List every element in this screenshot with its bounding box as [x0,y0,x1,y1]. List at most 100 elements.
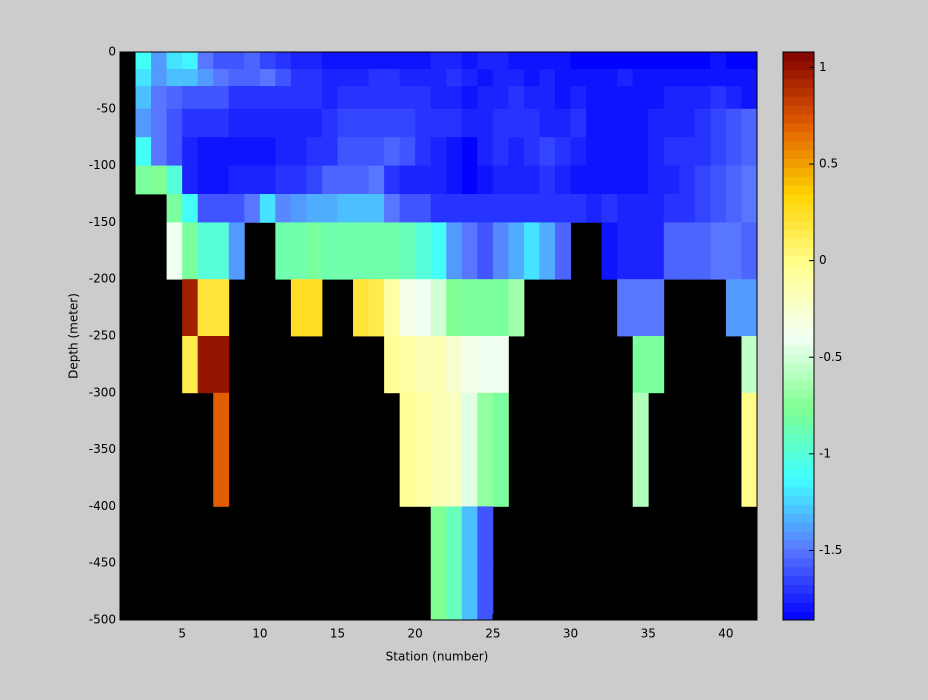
heatmap-cell [679,222,696,280]
heatmap-cell [461,69,478,87]
heatmap-cell [135,165,152,195]
heatmap-cell [446,69,463,87]
heatmap-cell [213,336,230,394]
heatmap-cell [741,69,758,87]
colorbar-swatch [783,69,814,80]
x-tick-label: 15 [330,627,345,641]
y-tick-label: -450 [89,556,116,570]
y-tick-label: -200 [89,272,116,286]
heatmap-cell [446,506,463,564]
heatmap-cell [275,86,292,110]
heatmap-cell [725,165,742,195]
colorbar-swatch [783,105,814,115]
heatmap-cell [244,108,261,138]
colorbar-tick-label: 0.5 [819,157,838,171]
heatmap-cell [679,69,696,87]
colorbar-swatch [783,300,814,310]
colorbar-swatch [783,60,814,71]
heatmap-cell [632,279,649,337]
heatmap-cell [477,563,494,621]
heatmap-cell [539,52,556,70]
heatmap-cell [663,108,680,138]
heatmap-cell [508,165,525,195]
x-tick-label: 35 [641,627,656,641]
heatmap-cell [648,194,665,223]
heatmap-cell [725,69,742,87]
heatmap-cell [539,69,556,87]
heatmap-cell [446,222,463,280]
colorbar-swatch [783,380,814,390]
heatmap-cell [430,336,447,394]
heatmap-cell [446,165,463,195]
heatmap-cell [166,69,183,87]
heatmap-cell [228,69,245,87]
heatmap-cell [321,194,338,223]
heatmap-cell [182,137,199,166]
heatmap-cell [275,137,292,166]
heatmap-cell [228,222,245,280]
heatmap-cell [244,194,261,223]
heatmap-cell [694,194,711,223]
heatmap-cell [368,165,385,195]
heatmap-cell [182,194,199,223]
heatmap-cell [321,52,338,70]
heatmap-cell [601,194,618,223]
heatmap-cell [725,108,742,138]
heatmap-cell [741,336,758,394]
heatmap-cell [182,86,199,110]
heatmap-cell [430,165,447,195]
heatmap-cell [461,165,478,195]
heatmap-cell [523,222,540,280]
heatmap-cell [430,449,447,507]
heatmap-cell [290,165,307,195]
colorbar-frame [782,51,815,621]
heatmap-cell [508,86,525,110]
heatmap-cell [244,86,261,110]
heatmap-cell [306,86,323,110]
heatmap-cell [539,86,556,110]
heatmap-cell [710,69,727,87]
colorbar-swatch [783,495,814,506]
heatmap-cell [182,69,199,87]
heatmap-cell [694,86,711,110]
heatmap-cell [430,222,447,280]
heatmap-cell [601,222,618,280]
heatmap-cell [492,194,509,223]
heatmap-cell [290,279,307,337]
heatmap-cell [523,194,540,223]
heatmap-cell [213,449,230,507]
heatmap-cell [384,279,401,337]
heatmap-cell [337,222,354,280]
heatmap-cell [197,52,214,70]
heatmap-cell [399,392,416,450]
heatmap-cell [586,108,603,138]
heatmap-cell [461,86,478,110]
colorbar-swatch [783,336,814,346]
heatmap-cell [710,194,727,223]
colorbar-swatch [783,52,814,62]
heatmap-cell [135,108,152,138]
heatmap-cell [306,279,323,337]
heatmap-cell [446,52,463,70]
heatmap-cell [337,165,354,195]
heatmap-cell [632,52,649,70]
y-tick-label: -100 [89,158,116,172]
heatmap-cell [570,137,587,166]
heatmap-cell [197,108,214,138]
heatmap-cell [399,52,416,70]
heatmap-cell [337,86,354,110]
heatmap-cell [461,222,478,280]
heatmap-cell [555,222,571,280]
heatmap-cell [415,137,432,166]
heatmap-cell [461,279,478,337]
heatmap-cell [384,194,401,223]
heatmap-cell [430,52,447,70]
heatmap-cell [492,52,509,70]
heatmap-cell [166,222,183,280]
colorbar-swatch [783,362,814,372]
heatmap-cell [321,137,338,166]
colorbar-swatch [783,185,814,195]
heatmap-cell [461,563,478,621]
heatmap-cell [275,52,292,70]
heatmap-cell [259,108,276,138]
